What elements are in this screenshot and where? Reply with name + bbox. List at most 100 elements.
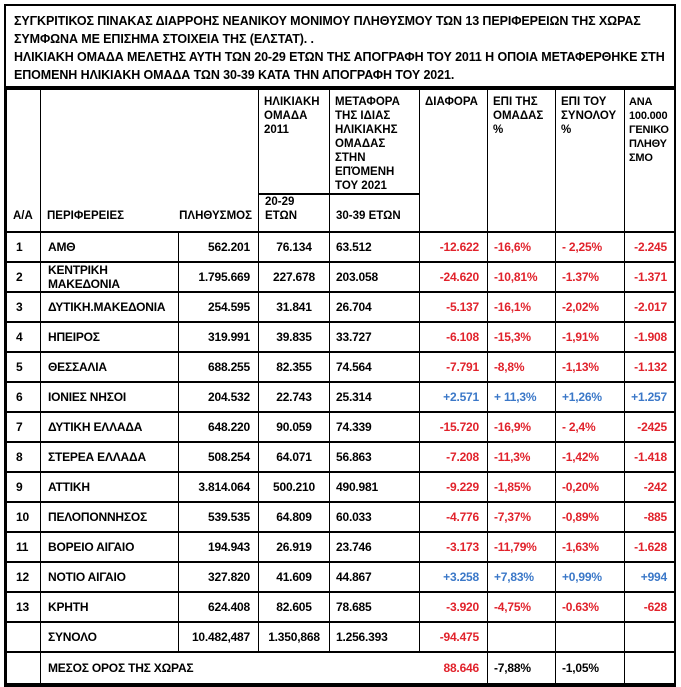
cell-per100k: -1.132 <box>624 351 675 383</box>
cell-pct-total: +1,26% <box>555 381 625 413</box>
cell-pct-group: -16,1% <box>487 291 556 323</box>
cell-population: 3.814.064 <box>178 471 259 503</box>
cell-aa: 6 <box>6 381 41 413</box>
table-body: 1 ΑΜΘ 562.201 76.134 63.512 -12.622 -16,6% - 2,… <box>6 231 675 623</box>
cell-per100k: -242 <box>624 471 675 503</box>
cell-g2021: 26.704 <box>329 291 420 323</box>
cell-diff: -15.720 <box>419 411 488 443</box>
cell-aa: 3 <box>6 291 41 323</box>
cell-population: 562.201 <box>178 231 259 263</box>
table-row: 6 ΙΟΝΙΕΣ ΝΗΣΟΙ 204.532 22.743 25.314 +2.571 + … <box>6 381 675 413</box>
comparison-table-sheet: ΣΥΓΚΡΙΤΙΚΟΣ ΠΙΝΑΚΑΣ ΔΙΑΡΡΟΗΣ ΝΕΑΝΙΚΟΥ ΜΟ… <box>4 4 676 687</box>
cell-pct-group: -8,8% <box>487 351 556 383</box>
table-row: 4 ΗΠΕΙΡΟΣ 319.991 39.835 33.727 -6.108 -15,3% -… <box>6 321 675 353</box>
cell-pct-total: -1,42% <box>555 441 625 473</box>
cell-per100k: -2.017 <box>624 291 675 323</box>
cell-per100k: -2.245 <box>624 231 675 263</box>
header-per-100k: ΑΝΑ 100.000 ΓΕΝΙΚΟ ΠΛΗΘΥΣΜΟ <box>624 88 675 233</box>
cell-pct-group: -16,6% <box>487 231 556 263</box>
cell-pct-total: -1,63% <box>555 531 625 563</box>
cell-g2021: 56.863 <box>329 441 420 473</box>
cell-average-aa <box>6 651 41 685</box>
cell-g2021: 490.981 <box>329 471 420 503</box>
cell-region: ΔΥΤΙΚΗ.ΜΑΚΕΔΟΝΙΑ <box>40 291 179 323</box>
cell-pct-group: -7,37% <box>487 501 556 533</box>
table-row: 1 ΑΜΘ 562.201 76.134 63.512 -12.622 -16,6% - 2,… <box>6 231 675 263</box>
cell-aa: 10 <box>6 501 41 533</box>
cell-average-pct-total: -1,05% <box>555 651 625 685</box>
cell-region: ΘΕΣΣΑΛΙΑ <box>40 351 179 383</box>
cell-aa: 2 <box>6 261 41 293</box>
cell-total-population: 10.482,487 <box>178 621 259 653</box>
cell-region: ΚΡΗΤΗ <box>40 591 179 623</box>
cell-g2011: 227.678 <box>258 261 330 293</box>
cell-region: ΗΠΕΙΡΟΣ <box>40 321 179 353</box>
cell-g2021: 74.564 <box>329 351 420 383</box>
cell-g2011: 39.835 <box>258 321 330 353</box>
cell-total-diff: -94.475 <box>419 621 488 653</box>
header-sub-30-39: 30-39 ΕΤΩΝ <box>329 193 420 233</box>
cell-pct-group: -11,79% <box>487 531 556 563</box>
cell-pct-total: -0.63% <box>555 591 625 623</box>
header-population-label: ΠΛΗΘΥΣΜΟΣ <box>179 210 252 222</box>
cell-per100k: -1.371 <box>624 261 675 293</box>
cell-region: ΔΥΤΙΚΗ ΕΛΛΑΔΑ <box>40 411 179 443</box>
cell-g2011: 82.605 <box>258 591 330 623</box>
cell-pct-total: -1.37% <box>555 261 625 293</box>
cell-g2011: 76.134 <box>258 231 330 263</box>
cell-g2011: 64.809 <box>258 501 330 533</box>
cell-diff: -4.776 <box>419 501 488 533</box>
cell-per100k: -628 <box>624 591 675 623</box>
cell-g2021: 33.727 <box>329 321 420 353</box>
header-regions-label: ΠΕΡΙΦΕΡΕΙΕΣ <box>47 210 125 222</box>
cell-per100k: +1.257 <box>624 381 675 413</box>
cell-pct-total: -1,13% <box>555 351 625 383</box>
cell-population: 624.408 <box>178 591 259 623</box>
cell-aa: 5 <box>6 351 41 383</box>
cell-aa: 8 <box>6 441 41 473</box>
cell-pct-group: +7,83% <box>487 561 556 593</box>
cell-population: 327.820 <box>178 561 259 593</box>
table-row: 11 ΒΟΡΕΙΟ ΑΙΓΑΙΟ 194.943 26.919 23.746 -3.173… <box>6 531 675 563</box>
cell-g2021: 25.314 <box>329 381 420 413</box>
cell-diff: -12.622 <box>419 231 488 263</box>
cell-population: 1.795.669 <box>178 261 259 293</box>
cell-population: 688.255 <box>178 351 259 383</box>
cell-diff: +3.258 <box>419 561 488 593</box>
table-row: 7 ΔΥΤΙΚΗ ΕΛΛΑΔΑ 648.220 90.059 74.339 -15.720… <box>6 411 675 443</box>
cell-g2011: 22.743 <box>258 381 330 413</box>
cell-aa: 7 <box>6 411 41 443</box>
title-line-2: ΣΥΜΦΩΝΑ ΜΕ ΕΠΙΣΗΜΑ ΣΤΟΙΧΕΙΑ ΤΗΣ (ΕΛΣΤΑΤ)… <box>14 32 314 46</box>
title-line-3: ΗΛΙΚΙΑΚΗ ΟΜΑΔΑ ΜΕΛΕΤΗΣ ΑΥΤΗ ΤΩΝ 20-29 ΕΤ… <box>14 50 664 64</box>
cell-diff: -7.791 <box>419 351 488 383</box>
table-footer: ΣΥΝΟΛΟ 10.482,487 1.350,868 1.256.393 -9… <box>6 621 675 685</box>
header-pct-total: ΕΠΙ ΤΟΥ ΣΥΝΟΛΟΥ % <box>555 88 625 233</box>
cell-pct-group: -1,85% <box>487 471 556 503</box>
header-diff: ΔΙΑΦΟΡΑ <box>419 88 488 233</box>
cell-pct-group: + 11,3% <box>487 381 556 413</box>
cell-g2021: 44.867 <box>329 561 420 593</box>
cell-region: ΑΤΤΙΚΗ <box>40 471 179 503</box>
header-aa: Α/Α <box>6 88 41 233</box>
cell-pct-total: - 2,4% <box>555 411 625 443</box>
cell-pct-group: -4,75% <box>487 591 556 623</box>
cell-g2011: 41.609 <box>258 561 330 593</box>
cell-diff: -5.137 <box>419 291 488 323</box>
cell-total-pct-total <box>555 621 625 653</box>
cell-per100k: -1.628 <box>624 531 675 563</box>
header-transfer-2021: ΜΕΤΑΦΟΡΑ ΤΗΣ ΙΔΙΑΣ ΗΛΙΚΙΑΚΗΣ ΟΜΑΔΑΣ ΣΤΗΝ… <box>329 88 420 195</box>
cell-region: ΑΜΘ <box>40 231 179 263</box>
cell-per100k: -885 <box>624 501 675 533</box>
table-row: 10 ΠΕΛΟΠΟΝΝΗΣΟΣ 539.535 64.809 60.033 -4.776-… <box>6 501 675 533</box>
average-label: ΜΕΣΟΣ ΟΡΟΣ ΤΗΣ ΧΩΡΑΣ <box>48 661 194 675</box>
cell-total-g2011: 1.350,868 <box>258 621 330 653</box>
header-pct-group: ΕΠΙ ΤΗΣ ΟΜΑΔΑΣ % <box>487 88 556 233</box>
cell-pct-total: -0,89% <box>555 501 625 533</box>
table-header: Α/Α ΠΕΡΙΦΕΡΕΙΕΣ ΠΛΗΘΥΣΜΟΣ ΗΛΙΚΙΑΚΗ ΟΜΑΔΑ… <box>6 88 675 233</box>
cell-per100k: +994 <box>624 561 675 593</box>
cell-total-pct-group <box>487 621 556 653</box>
table-row: 3 ΔΥΤΙΚΗ.ΜΑΚΕΔΟΝΙΑ 254.595 31.841 26.704 -5.1… <box>6 291 675 323</box>
table-row: 8 ΣΤΕΡΕΑ ΕΛΛΑΔΑ 508.254 64.071 56.863 -7.208-… <box>6 441 675 473</box>
cell-average-per100k <box>624 651 675 685</box>
cell-pct-total: +0,99% <box>555 561 625 593</box>
